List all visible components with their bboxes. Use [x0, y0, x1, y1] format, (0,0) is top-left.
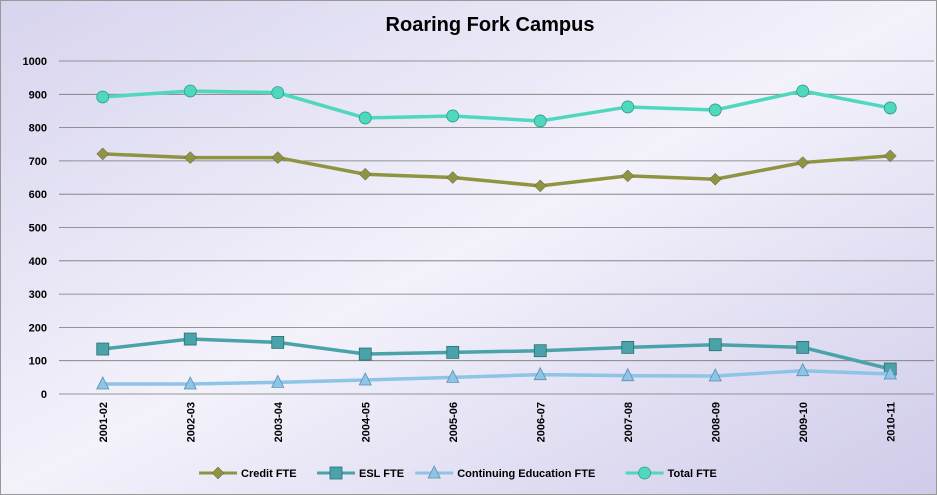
x-tick-label: 2003-04 [273, 401, 285, 442]
marker [183, 84, 197, 98]
y-tick-label: 100 [29, 356, 47, 368]
chart-title: Roaring Fork Campus [386, 14, 595, 36]
x-tick-label: 2008-09 [710, 402, 722, 442]
marker [533, 179, 547, 193]
y-tick-label: 300 [29, 289, 47, 301]
x-tick-label: 2007-08 [623, 402, 635, 442]
marker [621, 340, 635, 354]
series-line [102, 337, 891, 371]
marker [796, 340, 810, 354]
marker [708, 338, 722, 352]
x-tick-label: 2006-07 [535, 402, 547, 442]
marker [358, 372, 372, 386]
y-tick-label: 500 [29, 223, 47, 235]
marker [708, 368, 722, 382]
marker [271, 374, 285, 388]
y-tick-label: 400 [29, 256, 47, 268]
marker [708, 103, 722, 117]
legend-marker [211, 466, 225, 480]
marker [883, 149, 897, 163]
y-tick-label: 200 [29, 322, 47, 334]
marker [708, 172, 722, 186]
marker [533, 114, 547, 128]
marker [883, 101, 897, 115]
marker [183, 332, 197, 346]
marker [183, 376, 197, 390]
y-tick-label: 800 [29, 123, 47, 135]
legend-label: Credit FTE [241, 468, 297, 480]
marker [446, 345, 460, 359]
marker [796, 84, 810, 98]
series-line [102, 152, 891, 188]
marker [446, 109, 460, 123]
x-tick-label: 2009-10 [798, 402, 810, 442]
marker [883, 366, 897, 380]
series-line [102, 368, 891, 386]
marker [358, 111, 372, 125]
y-tick-label: 600 [29, 189, 47, 201]
marker [358, 167, 372, 181]
marker [621, 169, 635, 183]
marker [446, 369, 460, 383]
legend-label: Total FTE [668, 468, 717, 480]
marker [621, 100, 635, 114]
legend-marker [638, 466, 651, 480]
series-line [102, 89, 891, 123]
x-tick-label: 2001-02 [98, 402, 110, 442]
marker [621, 367, 635, 382]
marker [533, 366, 547, 381]
legend-label: Continuing Education FTE [457, 468, 595, 480]
x-tick-label: 2010-11 [885, 402, 897, 442]
marker [183, 151, 197, 164]
marker [358, 347, 372, 361]
y-tick-label: 0 [41, 389, 47, 401]
marker [96, 90, 110, 104]
y-tick-label: 700 [29, 156, 47, 168]
legend-marker [329, 466, 343, 480]
marker [96, 342, 110, 356]
y-tick-label: 900 [29, 89, 47, 101]
legend-marker [427, 465, 441, 479]
marker [96, 147, 110, 161]
x-tick-label: 2005-06 [448, 402, 460, 442]
x-tick-label: 2004-05 [360, 402, 372, 442]
marker [796, 362, 810, 377]
marker [271, 335, 285, 349]
legend-label: ESL FTE [359, 468, 404, 480]
marker [271, 86, 285, 100]
marker [96, 376, 110, 390]
marker [271, 151, 285, 164]
x-tick-label: 2002-03 [185, 402, 197, 442]
marker [533, 344, 547, 358]
marker [796, 156, 810, 169]
marker [446, 171, 460, 184]
y-tick-label: 1000 [23, 56, 47, 68]
